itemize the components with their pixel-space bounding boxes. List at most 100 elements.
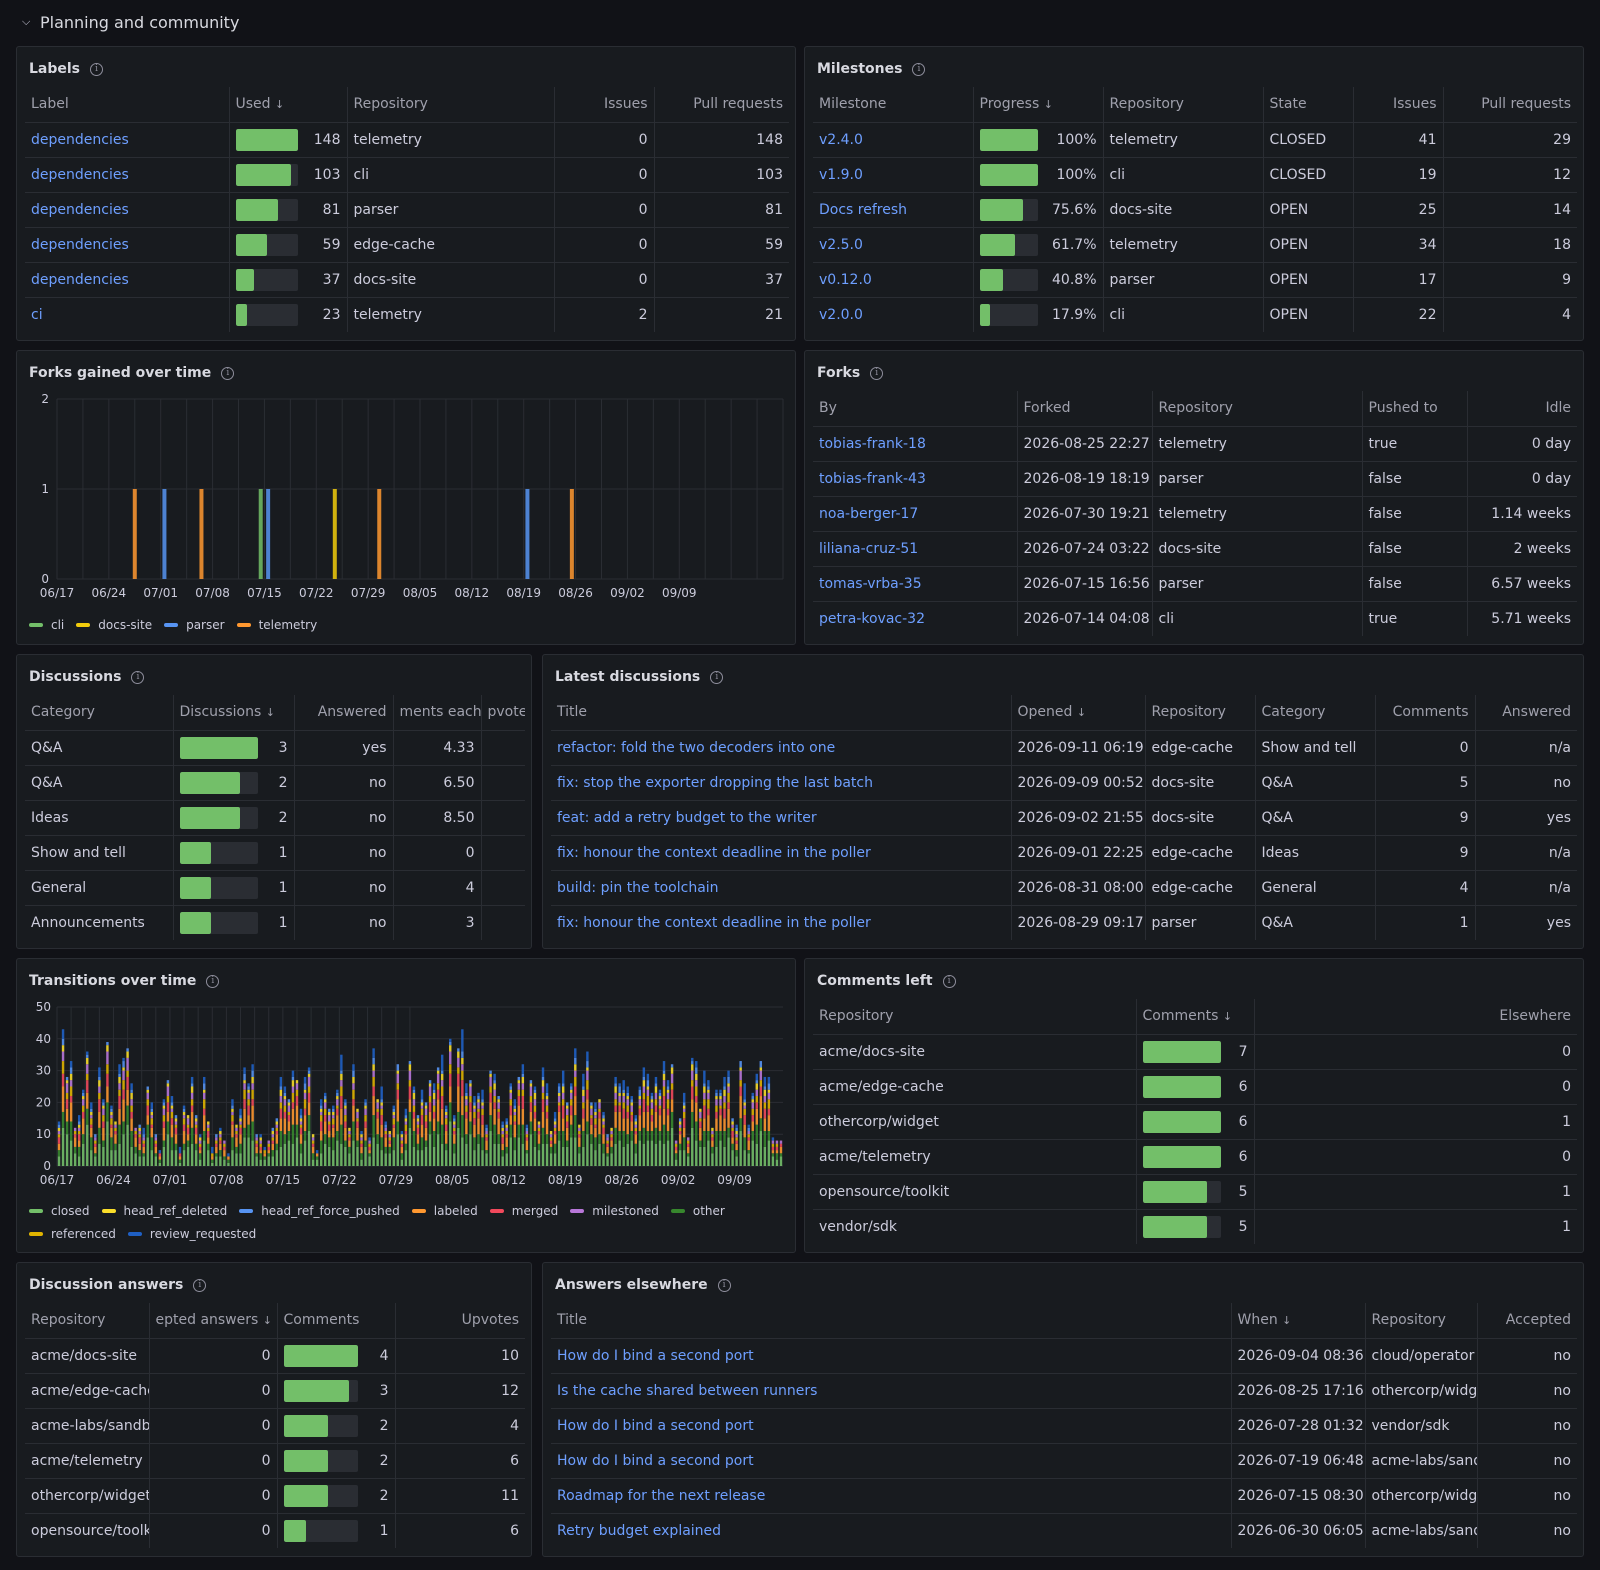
column-header[interactable]: Label — [25, 87, 230, 123]
column-header[interactable]: Repository — [1152, 391, 1363, 427]
column-header[interactable]: Opened ↓ — [1011, 695, 1146, 731]
column-header[interactable]: Discussions ↓ — [173, 695, 295, 731]
legend-item[interactable]: referenced — [29, 1222, 116, 1245]
legend-item[interactable]: head_ref_deleted — [101, 1199, 227, 1222]
fork-user-cell[interactable]: tobias-frank-43 — [813, 461, 1018, 497]
fork-user-cell[interactable]: liliana-cruz-51 — [813, 531, 1018, 567]
title-cell-link[interactable]: refactor: fold the two decoders into one — [557, 739, 836, 756]
column-header[interactable]: Category — [1255, 695, 1376, 731]
milestone-cell-link[interactable]: v2.5.0 — [819, 236, 863, 253]
label-cell[interactable]: dependencies — [25, 192, 230, 228]
info-icon[interactable]: i — [90, 62, 104, 76]
title-cell-link[interactable]: Is the cache shared between runners — [557, 1382, 818, 1399]
label-cell[interactable]: dependencies — [25, 262, 230, 298]
fork-user-cell-link[interactable]: noa-berger-17 — [819, 505, 919, 522]
label-cell[interactable]: ci — [25, 297, 230, 332]
column-header[interactable]: Comments — [1375, 695, 1476, 731]
fork-user-cell[interactable]: petra-kovac-32 — [813, 601, 1018, 636]
label-cell[interactable]: dependencies — [25, 227, 230, 263]
legend-item[interactable]: cli — [29, 613, 64, 636]
legend-item[interactable]: labeled — [411, 1199, 478, 1222]
title-cell[interactable]: Roadmap for the next release — [551, 1478, 1232, 1514]
column-header[interactable]: Repository — [1145, 695, 1256, 731]
fork-user-cell-link[interactable]: petra-kovac-32 — [819, 610, 925, 627]
info-icon[interactable]: i — [131, 670, 145, 684]
info-icon[interactable]: i — [221, 366, 235, 380]
title-cell-link[interactable]: How do I bind a second port — [557, 1347, 754, 1364]
legend-item[interactable]: telemetry — [236, 613, 317, 636]
column-header[interactable]: Milestone — [813, 87, 974, 123]
milestone-cell[interactable]: Docs refresh — [813, 192, 974, 228]
milestone-cell[interactable]: v2.4.0 — [813, 122, 974, 158]
milestone-cell[interactable]: v0.12.0 — [813, 262, 974, 298]
title-cell[interactable]: feat: add a retry budget to the writer — [551, 800, 1012, 836]
legend-item[interactable]: parser — [164, 613, 225, 636]
milestone-cell[interactable]: v1.9.0 — [813, 157, 974, 193]
fork-user-cell[interactable]: tomas-vrba-35 — [813, 566, 1018, 602]
column-header[interactable]: Issues — [1353, 87, 1444, 123]
column-header[interactable]: Title — [551, 1303, 1232, 1339]
title-cell[interactable]: How do I bind a second port — [551, 1443, 1232, 1479]
column-header[interactable]: Comments — [277, 1303, 396, 1339]
milestone-cell-link[interactable]: v1.9.0 — [819, 166, 863, 183]
title-cell[interactable]: build: pin the toolchain — [551, 870, 1012, 906]
title-cell-link[interactable]: fix: honour the context deadline in the … — [557, 914, 871, 931]
title-cell-link[interactable]: feat: add a retry budget to the writer — [557, 809, 817, 826]
column-header[interactable]: ments each — [393, 695, 482, 731]
title-cell[interactable]: Retry budget explained — [551, 1513, 1232, 1548]
column-header[interactable]: Elsewhere — [1254, 999, 1577, 1035]
column-header[interactable]: When ↓ — [1231, 1303, 1366, 1339]
column-header[interactable]: By — [813, 391, 1018, 427]
column-header[interactable]: Forked — [1017, 391, 1153, 427]
fork-user-cell[interactable]: noa-berger-17 — [813, 496, 1018, 532]
title-cell[interactable]: How do I bind a second port — [551, 1408, 1232, 1444]
legend-item[interactable]: other — [670, 1199, 725, 1222]
column-header[interactable]: Idle — [1467, 391, 1577, 427]
milestone-cell[interactable]: v2.5.0 — [813, 227, 974, 263]
label-cell-link[interactable]: dependencies — [31, 166, 129, 183]
column-header[interactable]: Pull requests — [1443, 87, 1577, 123]
title-cell[interactable]: How do I bind a second port — [551, 1338, 1232, 1374]
label-cell-link[interactable]: ci — [31, 306, 43, 323]
column-header[interactable]: Pull requests — [654, 87, 789, 123]
legend-item[interactable]: closed — [29, 1199, 90, 1222]
title-cell[interactable]: fix: stop the exporter dropping the last… — [551, 765, 1012, 801]
title-cell-link[interactable]: How do I bind a second port — [557, 1452, 754, 1469]
column-header[interactable]: Used ↓ — [229, 87, 348, 123]
title-cell[interactable]: Is the cache shared between runners — [551, 1373, 1232, 1409]
column-header[interactable]: Title — [551, 695, 1012, 731]
fork-user-cell-link[interactable]: liliana-cruz-51 — [819, 540, 919, 557]
label-cell-link[interactable]: dependencies — [31, 236, 129, 253]
milestone-cell-link[interactable]: Docs refresh — [819, 201, 908, 218]
title-cell-link[interactable]: build: pin the toolchain — [557, 879, 719, 896]
title-cell-link[interactable]: How do I bind a second port — [557, 1417, 754, 1434]
legend-item[interactable]: review_requested — [127, 1222, 256, 1245]
title-cell-link[interactable]: Retry budget explained — [557, 1522, 722, 1539]
legend-item[interactable]: head_ref_force_pushed — [239, 1199, 400, 1222]
title-cell-link[interactable]: fix: honour the context deadline in the … — [557, 844, 871, 861]
column-header[interactable]: Pushed to — [1362, 391, 1468, 427]
column-header[interactable]: Comments ↓ — [1136, 999, 1255, 1035]
fork-user-cell-link[interactable]: tobias-frank-18 — [819, 435, 926, 452]
title-cell[interactable]: fix: honour the context deadline in the … — [551, 905, 1012, 940]
title-cell[interactable]: fix: honour the context deadline in the … — [551, 835, 1012, 871]
column-header[interactable]: Repository — [347, 87, 555, 123]
fork-user-cell-link[interactable]: tomas-vrba-35 — [819, 575, 922, 592]
column-header[interactable]: epted answers ↓ — [149, 1303, 278, 1339]
column-header[interactable]: State — [1263, 87, 1354, 123]
fork-user-cell-link[interactable]: tobias-frank-43 — [819, 470, 926, 487]
legend-item[interactable]: merged — [489, 1199, 558, 1222]
column-header[interactable]: Repository — [25, 1303, 150, 1339]
title-cell[interactable]: refactor: fold the two decoders into one — [551, 730, 1012, 766]
info-icon[interactable]: i — [912, 62, 926, 76]
milestone-cell-link[interactable]: v2.4.0 — [819, 131, 863, 148]
label-cell-link[interactable]: dependencies — [31, 201, 129, 218]
info-icon[interactable]: i — [710, 670, 724, 684]
label-cell[interactable]: dependencies — [25, 157, 230, 193]
info-icon[interactable]: i — [193, 1278, 207, 1292]
milestone-cell-link[interactable]: v0.12.0 — [819, 271, 872, 288]
column-header[interactable]: pvotes — [481, 695, 525, 731]
column-header[interactable]: Answered — [1475, 695, 1577, 731]
